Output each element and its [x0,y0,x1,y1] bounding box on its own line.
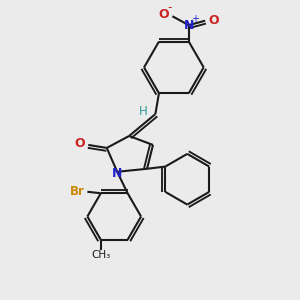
Text: Br: Br [70,185,84,198]
Text: O: O [208,14,219,27]
Text: H: H [139,105,147,118]
Text: N: N [111,167,122,180]
Text: CH₃: CH₃ [91,250,110,260]
Text: O: O [159,8,169,21]
Text: N: N [184,19,194,32]
Text: +: + [191,14,199,24]
Text: -: - [168,2,172,14]
Text: O: O [74,137,85,150]
